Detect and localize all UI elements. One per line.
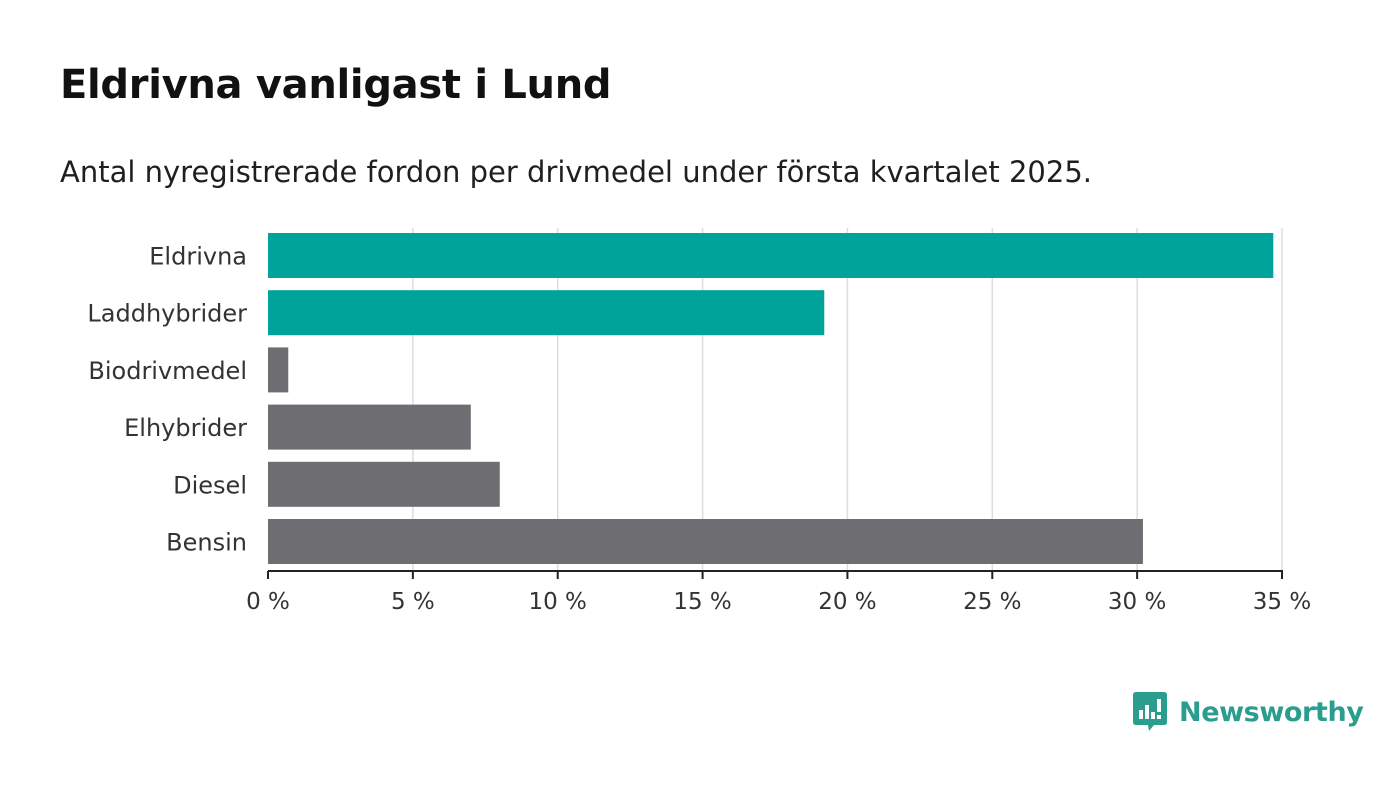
bar-chart: Eldrivna Laddhybrider Biodrivmedel Elhybrid…: [87, 228, 1311, 615]
x-tick-label: 0 %: [246, 589, 290, 615]
bar: [268, 290, 825, 336]
x-tick-label: 15 %: [673, 589, 731, 615]
category-label: Biodrivmedel: [88, 357, 247, 385]
category-label: Diesel: [173, 471, 247, 499]
category-label: Bensin: [166, 529, 247, 557]
x-tick-label: 20 %: [818, 589, 876, 615]
bar: [268, 461, 500, 507]
newsworthy-logo-icon: [1133, 692, 1167, 731]
chart-subtitle: Antal nyregistrerade fordon per drivmede…: [60, 155, 1093, 189]
category-label: Laddhybrider: [87, 300, 247, 328]
x-tick-label: 5 %: [391, 589, 435, 615]
x-tick-label: 30 %: [1108, 589, 1166, 615]
brand-name: Newsworthy: [1179, 696, 1364, 728]
bar: [268, 519, 1143, 564]
grid-lines: [412, 228, 1283, 571]
x-axis: 0 % 5 % 10 % 15 % 20 % 25 % 30 % 35 %: [246, 570, 1311, 615]
category-label: Eldrivna: [149, 243, 247, 271]
category-label: Elhybrider: [124, 414, 247, 442]
bar: [268, 404, 471, 450]
bars: [268, 233, 1274, 564]
category-labels: Eldrivna Laddhybrider Biodrivmedel Elhybrid…: [87, 243, 247, 557]
x-tick-label: 10 %: [528, 589, 586, 615]
bar: [268, 233, 1274, 278]
x-tick-label: 35 %: [1253, 589, 1311, 615]
chart-title: Eldrivna vanligast i Lund: [60, 62, 612, 108]
x-tick-label: 25 %: [963, 589, 1021, 615]
brand: Newsworthy: [1133, 692, 1364, 732]
bar: [268, 347, 289, 393]
